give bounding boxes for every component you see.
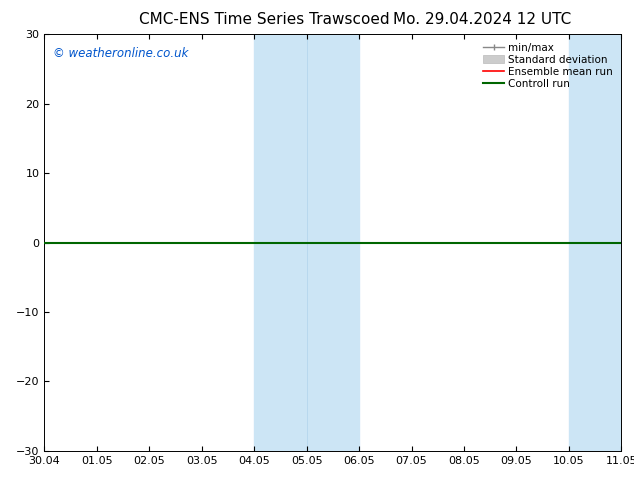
Bar [569,34,634,451]
Legend: min/max, Standard deviation, Ensemble mean run, Controll run: min/max, Standard deviation, Ensemble me… [480,40,616,92]
Text: Mo. 29.04.2024 12 UTC: Mo. 29.04.2024 12 UTC [393,12,571,27]
Bar [254,34,359,451]
Text: © weatheronline.co.uk: © weatheronline.co.uk [53,47,188,60]
Text: CMC-ENS Time Series Trawscoed: CMC-ENS Time Series Trawscoed [139,12,390,27]
